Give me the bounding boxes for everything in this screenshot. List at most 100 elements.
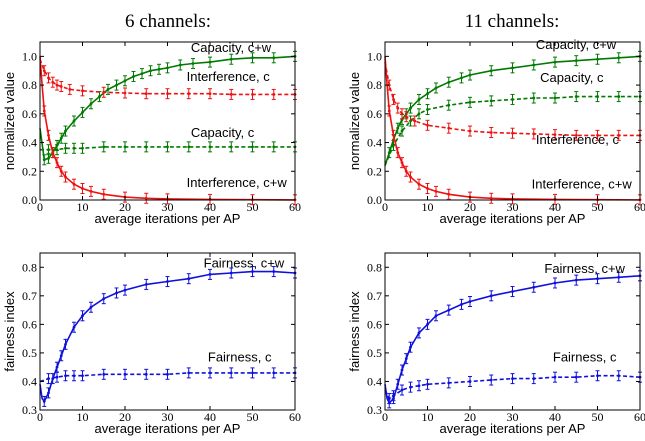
- y-tick-label: 0.8: [22, 260, 37, 274]
- data-point-errorbar: [89, 301, 93, 313]
- x-tick-label: 60: [289, 200, 301, 214]
- x-tick-label: 20: [119, 200, 131, 214]
- column-title-11-channels: 11 channels:: [465, 11, 560, 32]
- data-point-errorbar: [489, 95, 494, 107]
- data-point-errorbar: [459, 298, 464, 310]
- x-tick-label: 40: [204, 410, 216, 424]
- data-point-errorbar: [425, 318, 430, 330]
- chart-fairness-6ch: 0 10 20 30 40 50 60 0.3 0.4 0.5 0.6 0.7 0.8 average i…: [2, 252, 301, 436]
- data-point-errorbar: [72, 370, 76, 382]
- series-line: [39, 270, 296, 403]
- data-point-errorbar: [489, 126, 494, 138]
- data-point-errorbar: [446, 122, 451, 134]
- data-point-errorbar: [46, 387, 51, 399]
- data-point-errorbar: [191, 58, 195, 70]
- y-tick-label: 0.6: [22, 107, 37, 121]
- data-point-errorbar: [55, 79, 59, 91]
- x-tick-label: 20: [464, 200, 476, 214]
- series-annotation: Interference, c: [536, 132, 620, 147]
- data-point-errorbar: [50, 76, 55, 88]
- data-point-errorbar: [434, 185, 438, 197]
- data-point-errorbar: [42, 154, 47, 166]
- data-point-errorbar: [446, 304, 451, 316]
- data-point-errorbar: [123, 141, 127, 153]
- x-tick-label: 50: [592, 410, 604, 424]
- data-point-errorbar: [531, 373, 536, 385]
- data-point-errorbar: [425, 378, 430, 390]
- data-point-errorbar: [271, 367, 276, 379]
- data-point-errorbar: [271, 266, 276, 278]
- series-line: [384, 275, 641, 405]
- data-point-errorbar: [553, 56, 557, 68]
- data-point-errorbar: [250, 52, 255, 64]
- data-point-errorbar: [72, 321, 76, 333]
- data-point-errorbar: [59, 165, 64, 177]
- series-line: [39, 55, 296, 161]
- data-point-errorbar: [531, 92, 536, 104]
- x-tick-label: 10: [422, 200, 434, 214]
- data-point-errorbar: [400, 384, 404, 396]
- data-point-errorbar: [489, 290, 494, 302]
- data-point-errorbar: [144, 278, 149, 290]
- data-point-errorbar: [229, 367, 234, 379]
- data-point-errorbar: [63, 125, 68, 137]
- chart-capacity-interference-11ch: 0 10 20 30 40 50 60 0.0 0.2 0.4 0.6 0.8 1.0 average i…: [347, 37, 645, 226]
- x-tick-label: 10: [422, 410, 434, 424]
- data-point-errorbar: [250, 141, 255, 153]
- x-tick-label: 0: [37, 200, 43, 214]
- series-line: [40, 146, 295, 151]
- data-point-errorbar: [80, 370, 85, 382]
- data-point-errorbar: [391, 129, 396, 141]
- data-point-errorbar: [186, 367, 191, 379]
- x-axis-label: average iterations per AP: [440, 421, 586, 436]
- series-annotation: Interference, c+w: [532, 177, 633, 192]
- data-point-errorbar: [510, 286, 515, 298]
- data-point-errorbar: [123, 368, 127, 380]
- data-point-errorbar: [114, 287, 119, 299]
- y-axis-label: fairness index: [347, 291, 362, 372]
- data-point-errorbar: [616, 370, 621, 382]
- data-point-errorbar: [46, 72, 51, 84]
- data-point-errorbar: [574, 274, 579, 286]
- data-point-errorbar: [417, 93, 421, 105]
- x-tick-label: 60: [634, 410, 645, 424]
- data-point-errorbar: [489, 374, 494, 386]
- series-line: [39, 56, 296, 201]
- series-annotation: Interference, c+w: [187, 175, 288, 190]
- data-point-errorbar: [489, 65, 494, 77]
- x-tick-label: 50: [592, 200, 604, 214]
- data-point-errorbar: [553, 371, 557, 383]
- y-tick-label: 0.4: [22, 136, 37, 150]
- data-point-errorbar: [55, 157, 59, 169]
- data-point-errorbar: [395, 378, 400, 390]
- data-point-errorbar: [101, 368, 106, 380]
- x-tick-label: 60: [634, 200, 645, 214]
- y-tick-label: 0.7: [367, 289, 382, 303]
- data-point-errorbar: [42, 395, 47, 407]
- data-point-errorbar: [400, 157, 404, 169]
- data-point-errorbar: [131, 70, 136, 82]
- y-tick-label: 0.2: [367, 164, 382, 178]
- data-point-errorbar: [425, 119, 430, 131]
- data-point-errorbar: [80, 106, 85, 118]
- x-tick-label: 30: [507, 410, 519, 424]
- data-point-errorbar: [72, 115, 76, 127]
- data-point-errorbar: [616, 91, 621, 103]
- data-point-errorbar: [387, 393, 392, 405]
- data-point-errorbar: [553, 92, 557, 104]
- data-point-errorbar: [46, 144, 51, 156]
- column-title-6-channels: 6 channels:: [125, 11, 211, 32]
- y-tick-label: 0.3: [22, 403, 37, 417]
- data-point-errorbar: [404, 353, 409, 365]
- data-point-errorbar: [400, 108, 404, 120]
- data-point-errorbar: [148, 65, 153, 77]
- data-point-errorbar: [531, 281, 536, 293]
- data-point-errorbar: [42, 65, 47, 77]
- data-point-errorbar: [459, 72, 464, 84]
- data-point-errorbar: [50, 147, 55, 159]
- data-point-errorbar: [531, 59, 536, 71]
- data-point-errorbar: [408, 341, 413, 353]
- data-point-errorbar: [101, 86, 106, 98]
- data-point-errorbar: [446, 99, 451, 111]
